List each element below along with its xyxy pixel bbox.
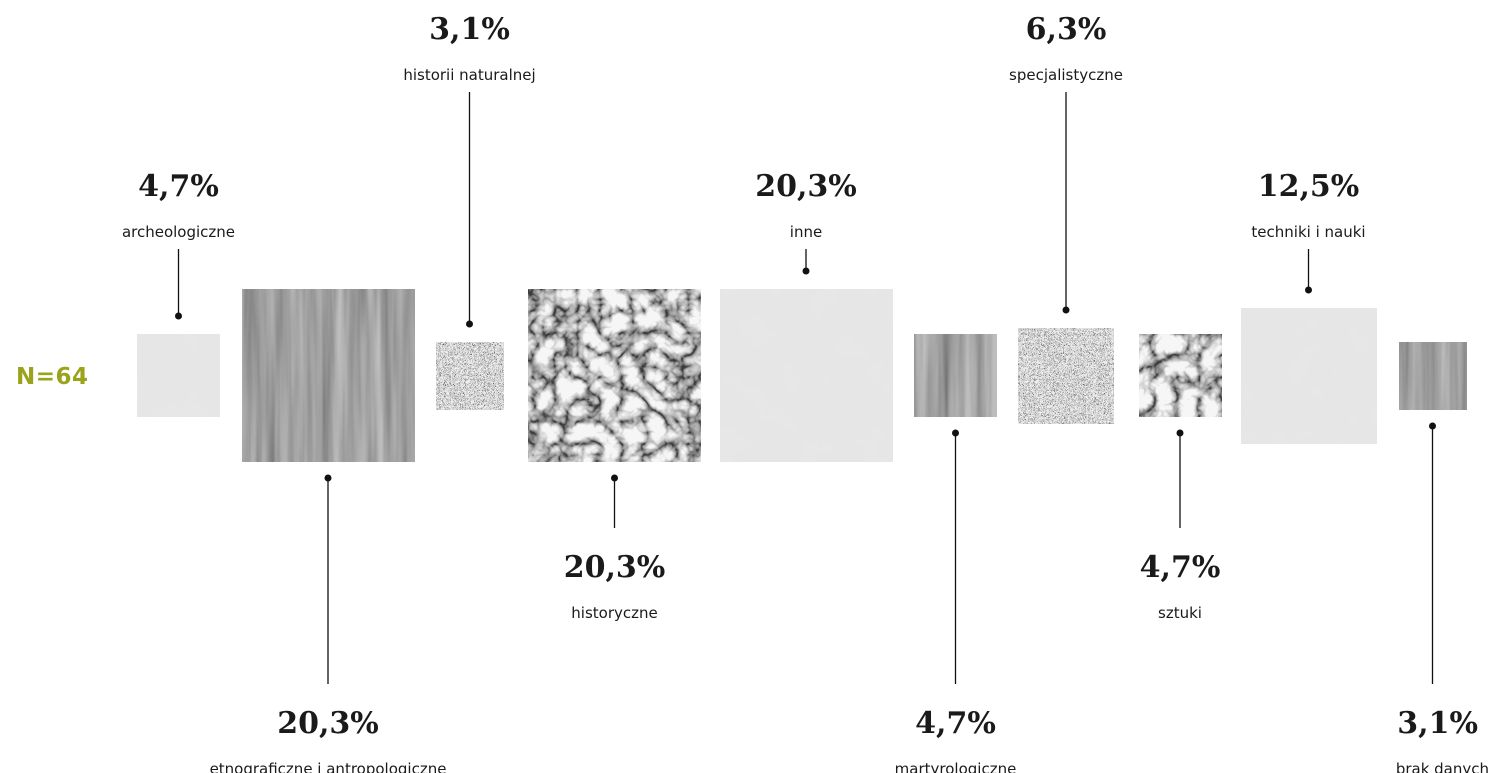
category-techniki-i-nauki: 12,5% techniki i nauki bbox=[1241, 169, 1377, 444]
category-label: sztuki bbox=[1158, 604, 1202, 622]
leader-dot bbox=[952, 429, 959, 437]
leader-dot bbox=[1305, 286, 1312, 294]
category-square bbox=[436, 342, 504, 410]
category-square bbox=[242, 289, 415, 462]
category-label: specjalistyczne bbox=[1009, 66, 1123, 84]
category-square bbox=[1241, 308, 1377, 444]
value-label: 4,7% bbox=[1140, 550, 1221, 585]
category-etnograficzne-i-antropologiczne: 20,3% etnograficzne i antropologiczne bbox=[210, 289, 447, 773]
category-square bbox=[1399, 342, 1467, 410]
category-martyrologiczne: 4,7% martyrologiczne bbox=[895, 334, 1017, 773]
value-label: 12,5% bbox=[1258, 169, 1360, 204]
leader-dot bbox=[611, 474, 618, 482]
value-label: 20,3% bbox=[564, 550, 666, 585]
category-label: martyrologiczne bbox=[895, 760, 1017, 773]
category-brak-danych: 3,1% brak danych bbox=[1396, 342, 1489, 773]
category-label: techniki i nauki bbox=[1251, 223, 1365, 241]
category-square bbox=[528, 289, 701, 462]
category-archeologiczne: 4,7% archeologiczne bbox=[122, 169, 235, 417]
leader-dot bbox=[1062, 306, 1070, 314]
category-label: etnograficzne i antropologiczne bbox=[210, 760, 447, 773]
category-label: historyczne bbox=[571, 604, 657, 622]
category-sztuki: 4,7% sztuki bbox=[1139, 334, 1222, 622]
leader-dot bbox=[175, 312, 182, 320]
value-label: 4,7% bbox=[915, 706, 996, 741]
leader-dot bbox=[466, 320, 473, 328]
value-label: 3,1% bbox=[1397, 706, 1478, 741]
sample-size-label: N=64 bbox=[16, 364, 89, 390]
category-historii-naturalnej: 3,1% historii naturalnej bbox=[403, 12, 536, 410]
category-square bbox=[720, 289, 893, 462]
category-label: historii naturalnej bbox=[403, 66, 535, 84]
leader-dot bbox=[1429, 422, 1436, 430]
category-square bbox=[1018, 328, 1114, 424]
leader-dot bbox=[324, 474, 332, 482]
category-square bbox=[914, 334, 997, 417]
value-label: 4,7% bbox=[138, 169, 219, 204]
leader-dot bbox=[1176, 429, 1184, 437]
value-label: 20,3% bbox=[755, 169, 857, 204]
category-label: archeologiczne bbox=[122, 223, 235, 241]
category-specjalistyczne: 6,3% specjalistyczne bbox=[1009, 12, 1123, 424]
category-square bbox=[137, 334, 220, 417]
category-label: brak danych bbox=[1396, 760, 1489, 773]
category-label: inne bbox=[790, 223, 822, 241]
category-historyczne: 20,3% historyczne bbox=[528, 289, 701, 622]
category-inne: 20,3% inne bbox=[720, 169, 893, 462]
value-label: 20,3% bbox=[277, 706, 379, 741]
value-label: 6,3% bbox=[1026, 12, 1107, 47]
category-square bbox=[1139, 334, 1222, 417]
value-label: 3,1% bbox=[429, 12, 510, 47]
leader-dot bbox=[802, 267, 810, 275]
